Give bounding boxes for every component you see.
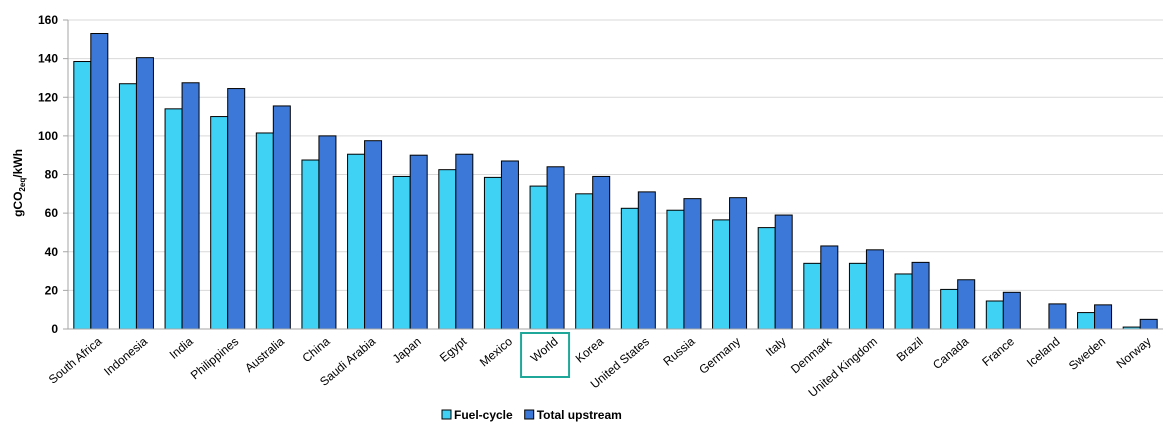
y-axis-title-suffix: /kWh <box>11 149 25 178</box>
bar-total-upstream-south-africa <box>90 33 109 330</box>
bar-total-upstream-united-states <box>637 191 656 330</box>
bars <box>73 33 1158 330</box>
x-category-label: Russia <box>660 334 697 369</box>
x-category-label: Brazil <box>894 334 926 364</box>
bar-total-upstream-italy <box>774 214 793 330</box>
x-category-label: Egypt <box>437 334 470 365</box>
bar-fuel-cycle-china <box>301 159 320 330</box>
y-tick-label: 20 <box>45 283 59 297</box>
bar-fuel-cycle-south-africa <box>73 61 92 330</box>
bar-total-upstream-norway <box>1139 318 1158 330</box>
x-category-label: Canada <box>930 334 971 372</box>
y-tick-label: 120 <box>38 90 58 104</box>
bar-fuel-cycle-korea <box>575 193 594 330</box>
bar-fuel-cycle-canada <box>940 288 959 330</box>
bar-total-upstream-egypt <box>455 153 474 330</box>
x-category-label: Iceland <box>1024 334 1063 370</box>
bar-fuel-cycle-brazil <box>894 273 913 330</box>
bar-fuel-cycle-mexico <box>483 176 502 330</box>
bar-total-upstream-japan <box>409 154 428 330</box>
x-category-label: Sweden <box>1066 334 1108 373</box>
legend-swatch-fuel-cycle <box>441 409 452 420</box>
bar-total-upstream-germany <box>729 197 748 330</box>
y-tick-label: 160 <box>38 13 58 27</box>
bar-total-upstream-france <box>1002 291 1021 330</box>
bar-fuel-cycle-germany <box>712 219 731 330</box>
bar-total-upstream-brazil <box>911 261 930 330</box>
x-category-label: Norway <box>1114 334 1154 371</box>
x-category-label: France <box>979 334 1017 369</box>
bar-fuel-cycle-united-kingdom <box>848 262 867 330</box>
legend-label-total-upstream: Total upstream <box>537 408 622 422</box>
gridlines <box>68 19 1163 291</box>
bar-fuel-cycle-france <box>985 300 1004 330</box>
bar-total-upstream-sweden <box>1094 304 1113 330</box>
legend-label-fuel-cycle: Fuel-cycle <box>454 408 513 422</box>
y-axis-title: gCO2eq/kWh <box>11 149 27 217</box>
x-category-label: Philippines <box>188 334 241 382</box>
bar-fuel-cycle-indonesia <box>118 83 137 330</box>
axes <box>63 19 1163 330</box>
bar-fuel-cycle-sweden <box>1077 312 1096 330</box>
x-category-label: Indonesia <box>101 334 150 378</box>
legend-swatch-total-upstream <box>524 409 535 420</box>
bar-total-upstream-canada <box>957 279 976 330</box>
bar-fuel-cycle-philippines <box>210 116 229 330</box>
x-category-label: Germany <box>696 334 743 376</box>
bar-total-upstream-india <box>181 82 200 330</box>
y-tick-label: 80 <box>45 168 59 182</box>
y-tick-label: 0 <box>51 322 58 336</box>
legend: Fuel-cycle Total upstream <box>441 408 622 422</box>
bar-total-upstream-australia <box>272 105 291 330</box>
y-tick-label: 40 <box>45 245 59 259</box>
bar-total-upstream-philippines <box>227 88 246 330</box>
highlight <box>520 332 571 378</box>
y-tick-label: 100 <box>38 129 58 143</box>
x-category-label: Mexico <box>477 334 515 369</box>
bar-fuel-cycle-world <box>529 185 548 330</box>
bar-fuel-cycle-egypt <box>438 169 457 330</box>
bar-total-upstream-korea <box>592 175 611 330</box>
bar-fuel-cycle-india <box>164 108 183 330</box>
bar-fuel-cycle-russia <box>666 209 685 330</box>
bar-fuel-cycle-japan <box>392 175 411 330</box>
bar-total-upstream-saudi-arabia <box>364 140 383 330</box>
x-category-label: South Africa <box>46 334 105 387</box>
bar-fuel-cycle-saudi-arabia <box>347 153 366 330</box>
y-axis-title-main: gCO <box>11 192 25 217</box>
x-category-label: World <box>528 334 561 365</box>
x-category-label: Japan <box>390 334 424 366</box>
y-axis-title-sub: 2eq <box>18 178 27 192</box>
y-tick-labels: 0 20 40 60 80 100 120 140 160 <box>38 13 58 336</box>
x-category-label: Australia <box>242 334 287 375</box>
bar-total-upstream-mexico <box>500 160 519 330</box>
bar-total-upstream-denmark <box>820 245 839 330</box>
bar-total-upstream-united-kingdom <box>865 249 884 330</box>
y-tick-label: 60 <box>45 206 59 220</box>
x-category-label: Korea <box>573 334 607 366</box>
bar-total-upstream-world <box>546 166 565 330</box>
bar-fuel-cycle-italy <box>757 227 776 330</box>
highlight-box-world <box>520 332 571 378</box>
bar-total-upstream-china <box>318 135 337 330</box>
x-category-label: China <box>299 334 332 365</box>
y-tick-label: 140 <box>38 52 58 66</box>
x-category-label: Italy <box>763 334 789 359</box>
bar-total-upstream-russia <box>683 198 702 330</box>
bar-total-upstream-indonesia <box>135 57 154 330</box>
bar-fuel-cycle-united-states <box>620 207 639 330</box>
x-category-label: India <box>167 334 196 362</box>
bar-fuel-cycle-denmark <box>803 262 822 330</box>
bar-fuel-cycle-australia <box>255 132 274 330</box>
bar-total-upstream-iceland <box>1048 303 1067 330</box>
